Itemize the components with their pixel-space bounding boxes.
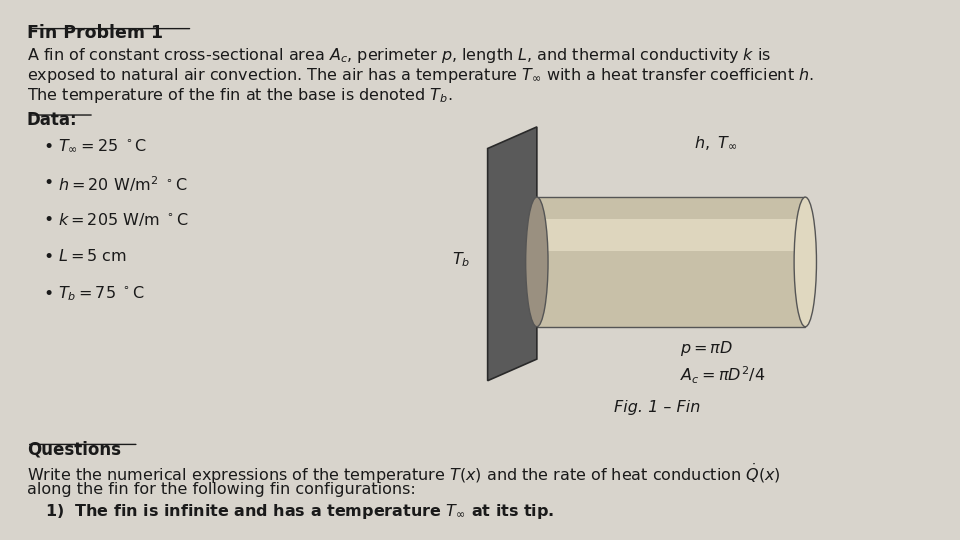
Ellipse shape bbox=[526, 197, 548, 327]
Text: •: • bbox=[43, 138, 53, 156]
Polygon shape bbox=[488, 127, 537, 381]
Text: •: • bbox=[43, 285, 53, 302]
Text: 1)  The fin is infinite and has a temperature $T_\infty$ at its tip.: 1) The fin is infinite and has a tempera… bbox=[45, 502, 554, 521]
Text: •: • bbox=[43, 211, 53, 229]
Text: Write the numerical expressions of the temperature $T(x)$ and the rate of heat c: Write the numerical expressions of the t… bbox=[27, 462, 780, 485]
Bar bbox=[537, 197, 805, 327]
Text: •: • bbox=[43, 174, 53, 192]
Text: $h,\ T_\infty$: $h,\ T_\infty$ bbox=[694, 134, 737, 152]
Text: $A_c = \pi D^2/4$: $A_c = \pi D^2/4$ bbox=[680, 364, 765, 386]
Bar bbox=[537, 219, 805, 251]
Text: $D$: $D$ bbox=[689, 248, 703, 265]
Text: $p = \pi D$: $p = \pi D$ bbox=[680, 339, 733, 358]
Ellipse shape bbox=[794, 197, 816, 327]
Text: $k = 205\ \mathrm{W/m\ ^\circ C}$: $k = 205\ \mathrm{W/m\ ^\circ C}$ bbox=[59, 211, 189, 228]
Text: $T_b = 75\ ^\circ\mathrm{C}$: $T_b = 75\ ^\circ\mathrm{C}$ bbox=[59, 285, 145, 303]
Text: Questions: Questions bbox=[27, 440, 121, 458]
Text: Fin Problem 1: Fin Problem 1 bbox=[27, 24, 163, 42]
Text: Data:: Data: bbox=[27, 111, 78, 129]
Text: exposed to natural air convection. The air has a temperature $T_\infty$ with a h: exposed to natural air convection. The a… bbox=[27, 66, 814, 85]
Text: A fin of constant cross-sectional area $A_c$, perimeter $p$, length $L$, and the: A fin of constant cross-sectional area $… bbox=[27, 46, 771, 65]
Text: Fig. 1 – Fin: Fig. 1 – Fin bbox=[614, 400, 701, 415]
Text: $T_\infty = 25\ ^\circ\mathrm{C}$: $T_\infty = 25\ ^\circ\mathrm{C}$ bbox=[59, 138, 147, 154]
Text: The temperature of the fin at the base is denoted $T_b$.: The temperature of the fin at the base i… bbox=[27, 86, 452, 105]
Text: $L = 5\ \mathrm{cm}$: $L = 5\ \mathrm{cm}$ bbox=[59, 248, 127, 264]
Text: •: • bbox=[43, 248, 53, 266]
Text: along the fin for the following fin configurations:: along the fin for the following fin conf… bbox=[27, 482, 416, 497]
Text: $T_b$: $T_b$ bbox=[451, 250, 470, 268]
Text: $h = 20\ \mathrm{W/m^2\ ^\circ C}$: $h = 20\ \mathrm{W/m^2\ ^\circ C}$ bbox=[59, 174, 187, 194]
